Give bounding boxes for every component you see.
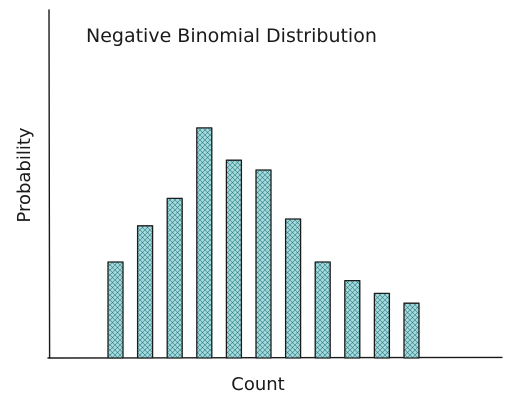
bar-7 (284, 218, 302, 359)
bar-4 (196, 127, 213, 359)
bar-10 (373, 292, 391, 359)
bar-1 (107, 261, 124, 359)
bar-3 (166, 197, 183, 359)
x-axis (47, 356, 503, 359)
bar-11 (403, 302, 420, 359)
bar-2 (136, 225, 154, 359)
bar-6 (255, 169, 272, 359)
y-axis (48, 9, 51, 359)
chart-title: Negative Binomial Distribution (86, 25, 377, 47)
bar-5 (225, 159, 243, 359)
bars (107, 127, 420, 359)
x-axis-label: Count (231, 374, 284, 395)
bar-9 (344, 279, 361, 359)
y-axis-label: Probability (14, 127, 35, 222)
bar-8 (314, 261, 331, 359)
